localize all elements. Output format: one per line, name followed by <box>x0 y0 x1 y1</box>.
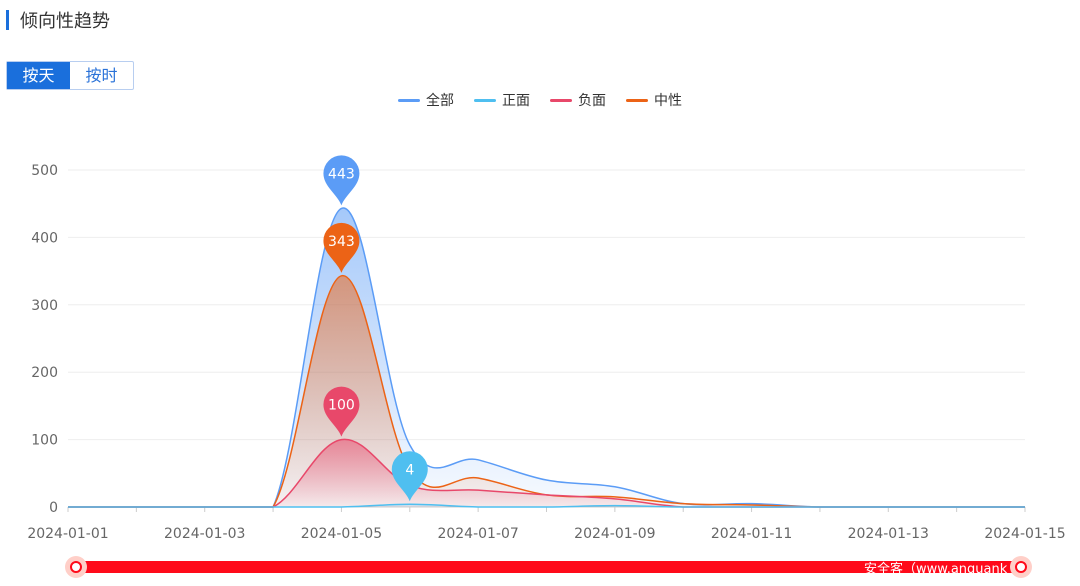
series-line-0 <box>67 207 1026 508</box>
marker-pin <box>323 386 360 437</box>
max-marker: 100 <box>323 386 360 437</box>
area-3 <box>68 275 1025 507</box>
area-2 <box>68 439 1025 507</box>
y-tick-label: 0 <box>49 500 58 516</box>
x-tick-label: 2024-01-09 <box>574 526 655 542</box>
x-tick-label: 2024-01-01 <box>27 526 108 542</box>
x-tick-label: 2024-01-11 <box>711 526 792 542</box>
marker-label: 343 <box>328 234 355 250</box>
legend-label: 全部 <box>426 93 454 109</box>
marker-label: 100 <box>328 398 355 414</box>
granularity-toggle: 按天 按时 <box>6 61 134 90</box>
by-hour-button[interactable]: 按时 <box>85 66 118 85</box>
y-tick-label: 200 <box>31 365 58 381</box>
datazoom-handle[interactable] <box>1015 561 1027 573</box>
x-tick-label: 2024-01-05 <box>301 526 382 542</box>
y-tick-label: 500 <box>31 163 58 179</box>
section-title-text: 倾向性趋势 <box>20 11 110 32</box>
x-tick-label: 2024-01-15 <box>984 526 1065 542</box>
marker-pin <box>391 451 428 502</box>
area-0 <box>68 207 1025 507</box>
max-marker: 4 <box>391 451 428 502</box>
legend-item-negative[interactable]: 负面 <box>550 90 606 110</box>
legend-item-all[interactable]: 全部 <box>398 90 454 110</box>
legend-label: 中性 <box>654 93 682 109</box>
x-tick-label: 2024-01-07 <box>437 526 518 542</box>
marker-label: 443 <box>328 166 355 182</box>
legend-item-positive[interactable]: 正面 <box>474 90 530 110</box>
legend-item-neutral[interactable]: 中性 <box>626 90 682 110</box>
x-tick-label: 2024-01-03 <box>164 526 245 542</box>
marker-pin <box>323 155 360 206</box>
series-line-1 <box>67 503 1026 508</box>
datazoom-slider <box>76 561 1021 573</box>
max-marker: 343 <box>323 222 360 273</box>
marker-label: 4 <box>405 462 414 478</box>
y-tick-label: 300 <box>31 298 58 314</box>
legend-label: 正面 <box>502 93 530 109</box>
max-marker: 443 <box>323 155 360 206</box>
legend-label: 负面 <box>578 93 606 109</box>
datazoom-handle[interactable] <box>70 561 82 573</box>
y-tick-label: 400 <box>31 230 58 246</box>
marker-pin <box>323 222 360 273</box>
x-tick-label: 2024-01-13 <box>848 526 929 542</box>
section-title: 倾向性趋势 <box>6 8 110 32</box>
by-day-button[interactable]: 按天 <box>7 62 70 89</box>
watermark: 安全客（www.anquank <box>864 562 1008 577</box>
series-line-3 <box>67 275 1026 508</box>
y-tick-label: 100 <box>31 433 58 449</box>
legend: 全部 正面 负面 中性 <box>398 90 702 110</box>
